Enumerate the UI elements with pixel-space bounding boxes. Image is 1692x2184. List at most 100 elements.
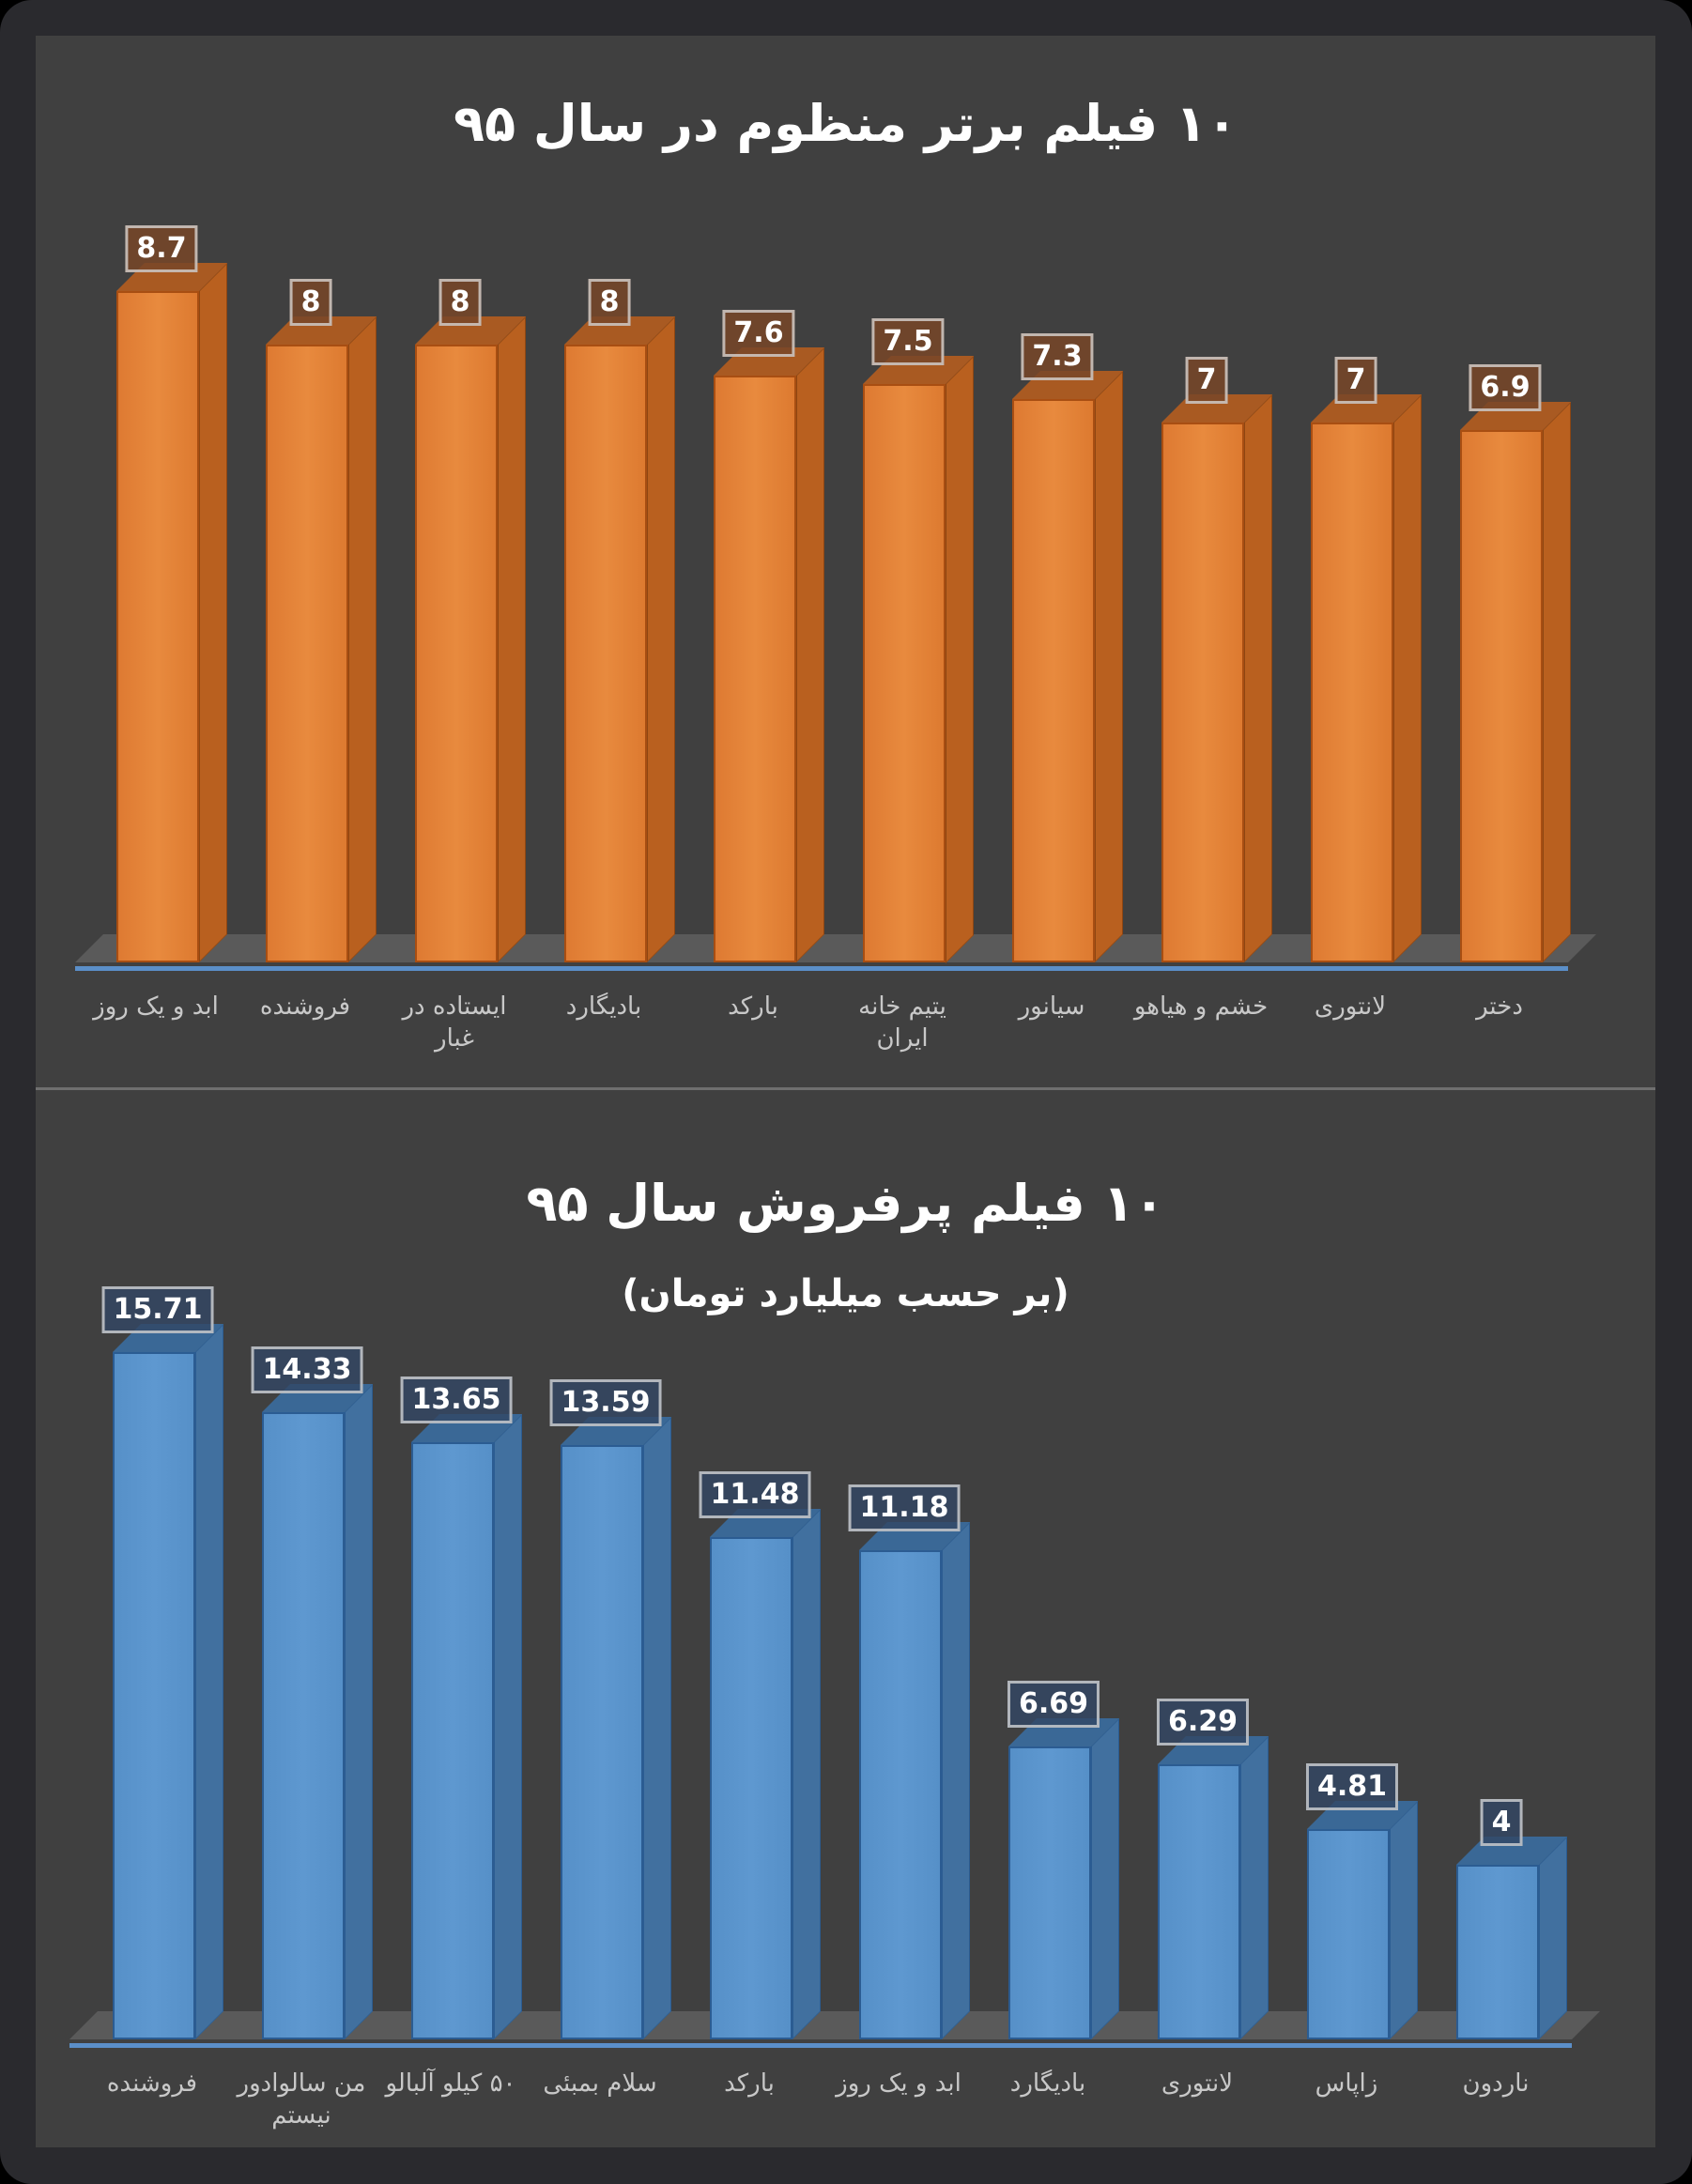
bar-front-face (564, 345, 647, 962)
bar (266, 316, 377, 962)
x-axis-label: ناردون (1462, 2069, 1530, 2098)
bar (116, 262, 227, 962)
chart-2-title: ۱۰ فیلم پرفروش سال ۹۵ (526, 1174, 1165, 1233)
x-axis-label: سیانور (1018, 992, 1085, 1021)
bar-side-face (1543, 401, 1571, 962)
bar-front-face (415, 345, 498, 962)
data-label: 6.69 (1007, 1681, 1100, 1729)
bar-side-face (946, 355, 974, 962)
x-axis-label: سلام بمبئی (543, 2069, 657, 2098)
bar (1008, 1718, 1119, 2039)
bar-front-face (113, 1351, 195, 2039)
x-axis-label: بادیگارد (565, 992, 642, 1021)
bar-front-face (116, 290, 199, 962)
x-axis-label: ابد و یک روز (93, 992, 219, 1021)
bar-side-face (498, 316, 526, 962)
bar (1161, 393, 1272, 962)
data-label: 8.7 (125, 224, 198, 272)
bar-side-face (792, 1509, 821, 2039)
bar-front-face (1158, 1763, 1240, 2039)
data-label: 15.71 (101, 1285, 214, 1333)
bar (411, 1413, 522, 2039)
bar (714, 347, 824, 962)
x-axis-label: بارکد (724, 2069, 775, 2098)
bar-side-face (1244, 393, 1272, 962)
bar (710, 1509, 821, 2039)
bar (1307, 1800, 1418, 2039)
data-label: 11.48 (699, 1471, 811, 1519)
bar-side-face (942, 1522, 970, 2039)
bar (561, 1416, 671, 2039)
x-axis-label: ایستاده در غبار (402, 992, 507, 1053)
x-axis-label: لانتوری (1161, 2069, 1234, 2098)
bar (863, 355, 974, 962)
bar (1456, 1836, 1567, 2039)
bar-front-face (266, 345, 348, 962)
bar-front-face (1311, 422, 1393, 962)
bar-side-face (494, 1413, 522, 2039)
bar-side-face (1539, 1836, 1567, 2039)
x-axis-label: فروشنده (259, 992, 351, 1021)
x-axis-line (75, 966, 1568, 971)
x-axis-label: خشم و هیاهو (1133, 992, 1269, 1021)
bar-front-face (561, 1444, 643, 2039)
bar-front-face (1012, 398, 1095, 962)
bar-front-face (1460, 429, 1543, 962)
bar (564, 316, 675, 962)
data-label: 8 (588, 279, 631, 327)
bar-side-face (195, 1323, 223, 2039)
bar-side-face (1393, 393, 1422, 962)
bar (113, 1323, 223, 2039)
data-label: 7.6 (722, 310, 795, 358)
bar-side-face (643, 1416, 671, 2039)
chart-divider (36, 1087, 1655, 1090)
data-label: 14.33 (251, 1346, 363, 1394)
bar-side-face (1091, 1718, 1119, 2039)
data-label: 7.3 (1021, 332, 1094, 380)
x-axis-label: ۵۰ کیلو آلبالو (385, 2069, 516, 2098)
x-axis-label: بارکد (728, 992, 778, 1021)
x-axis-label: زاپاس (1315, 2069, 1378, 2098)
data-label: 6.9 (1469, 363, 1542, 411)
bar (1311, 393, 1422, 962)
bar-front-face (1161, 422, 1244, 962)
data-label: 4.81 (1305, 1762, 1399, 1810)
bar (1460, 401, 1571, 962)
bar-side-face (1095, 370, 1123, 962)
x-axis-label: لانتوری (1314, 992, 1387, 1021)
x-axis-label: من سالوادور نیستم (237, 2069, 366, 2130)
bar-front-face (859, 1550, 942, 2039)
bar-front-face (1307, 1828, 1390, 2039)
bar-side-face (1390, 1800, 1418, 2039)
bar-side-face (199, 262, 227, 962)
bar-side-face (348, 316, 377, 962)
x-axis-label: ابد و یک روز (836, 2069, 961, 2098)
data-label: 6.29 (1156, 1698, 1250, 1746)
bar-front-face (863, 383, 946, 962)
data-label: 8 (289, 279, 332, 327)
data-label: 11.18 (848, 1484, 961, 1531)
bar-side-face (345, 1384, 373, 2039)
bar-front-face (262, 1412, 345, 2039)
bar-front-face (411, 1441, 494, 2039)
x-axis-line (69, 2043, 1572, 2048)
bar (859, 1522, 970, 2039)
chart-2-subtitle: (بر حسب میلیارد تومان) (622, 1272, 1069, 1315)
x-axis-label: یتیم خانه ایران (858, 992, 946, 1053)
x-axis-label: بادیگارد (1009, 2069, 1086, 2098)
bar-front-face (714, 376, 796, 962)
bar (262, 1384, 373, 2039)
x-axis-label: دختر (1476, 992, 1523, 1021)
data-label: 8 (438, 279, 482, 327)
bar (1158, 1735, 1269, 2039)
bar-front-face (710, 1537, 792, 2039)
bar (1012, 370, 1123, 962)
x-axis-label: فروشنده (106, 2069, 198, 2098)
bar (415, 316, 526, 962)
bar-front-face (1456, 1864, 1539, 2039)
data-label: 4 (1480, 1798, 1523, 1846)
bar-side-face (1240, 1735, 1269, 2039)
data-label: 7.5 (871, 317, 945, 365)
data-label: 13.65 (400, 1376, 513, 1423)
bar-side-face (647, 316, 675, 962)
